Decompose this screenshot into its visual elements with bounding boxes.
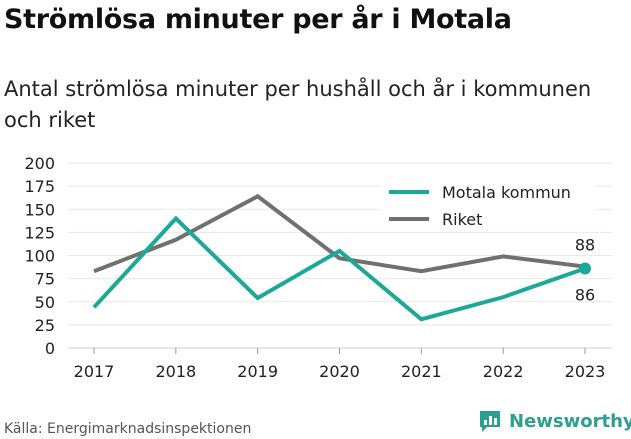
brand-name: Newsworthy — [509, 410, 631, 432]
x-tick-label: 2017 — [74, 362, 115, 381]
x-axis: 2017 2018 2019 2020 2021 2022 2023 — [74, 348, 606, 381]
y-tick-label: 25 — [35, 316, 55, 335]
legend: Motala kommun Riket — [381, 179, 595, 231]
series-lines — [92, 193, 591, 322]
x-tick-label: 2021 — [401, 362, 442, 381]
x-tick-label: 2022 — [483, 362, 524, 381]
end-label: 86 — [575, 285, 595, 304]
y-tick-label: 150 — [24, 200, 55, 219]
chart-subtitle: Antal strömlösa minuter per hushåll och … — [4, 77, 592, 132]
y-tick-label: 0 — [45, 339, 55, 358]
newsworthy-logo-icon — [480, 411, 500, 432]
x-tick-label: 2019 — [237, 362, 278, 381]
y-tick-label: 100 — [24, 247, 55, 266]
chart-title: Strömlösa minuter per år i Motala — [4, 4, 512, 35]
legend-label: Riket — [442, 210, 482, 229]
y-axis: 0 25 50 75 100 125 150 175 200 — [24, 154, 55, 358]
y-tick-label: 50 — [35, 293, 55, 312]
y-tick-label: 125 — [24, 223, 55, 242]
x-tick-label: 2018 — [155, 362, 196, 381]
gridlines — [68, 162, 612, 349]
x-tick-label: 2023 — [565, 362, 606, 381]
series-line-motala-kommun — [92, 215, 586, 322]
y-tick-label: 175 — [24, 177, 55, 196]
end-labels: 86 88 — [575, 236, 595, 305]
end-label: 88 — [575, 236, 595, 255]
source-note: Källa: Energimarknadsinspektionen — [4, 421, 252, 437]
end-marker-motala-kommun — [579, 262, 591, 275]
legend-label: Motala kommun — [442, 183, 571, 202]
legend-box — [381, 179, 595, 231]
y-tick-label: 75 — [35, 270, 55, 289]
brand-logo: Newsworthy — [477, 408, 631, 434]
x-tick-label: 2020 — [319, 362, 360, 381]
y-tick-label: 200 — [24, 154, 55, 173]
